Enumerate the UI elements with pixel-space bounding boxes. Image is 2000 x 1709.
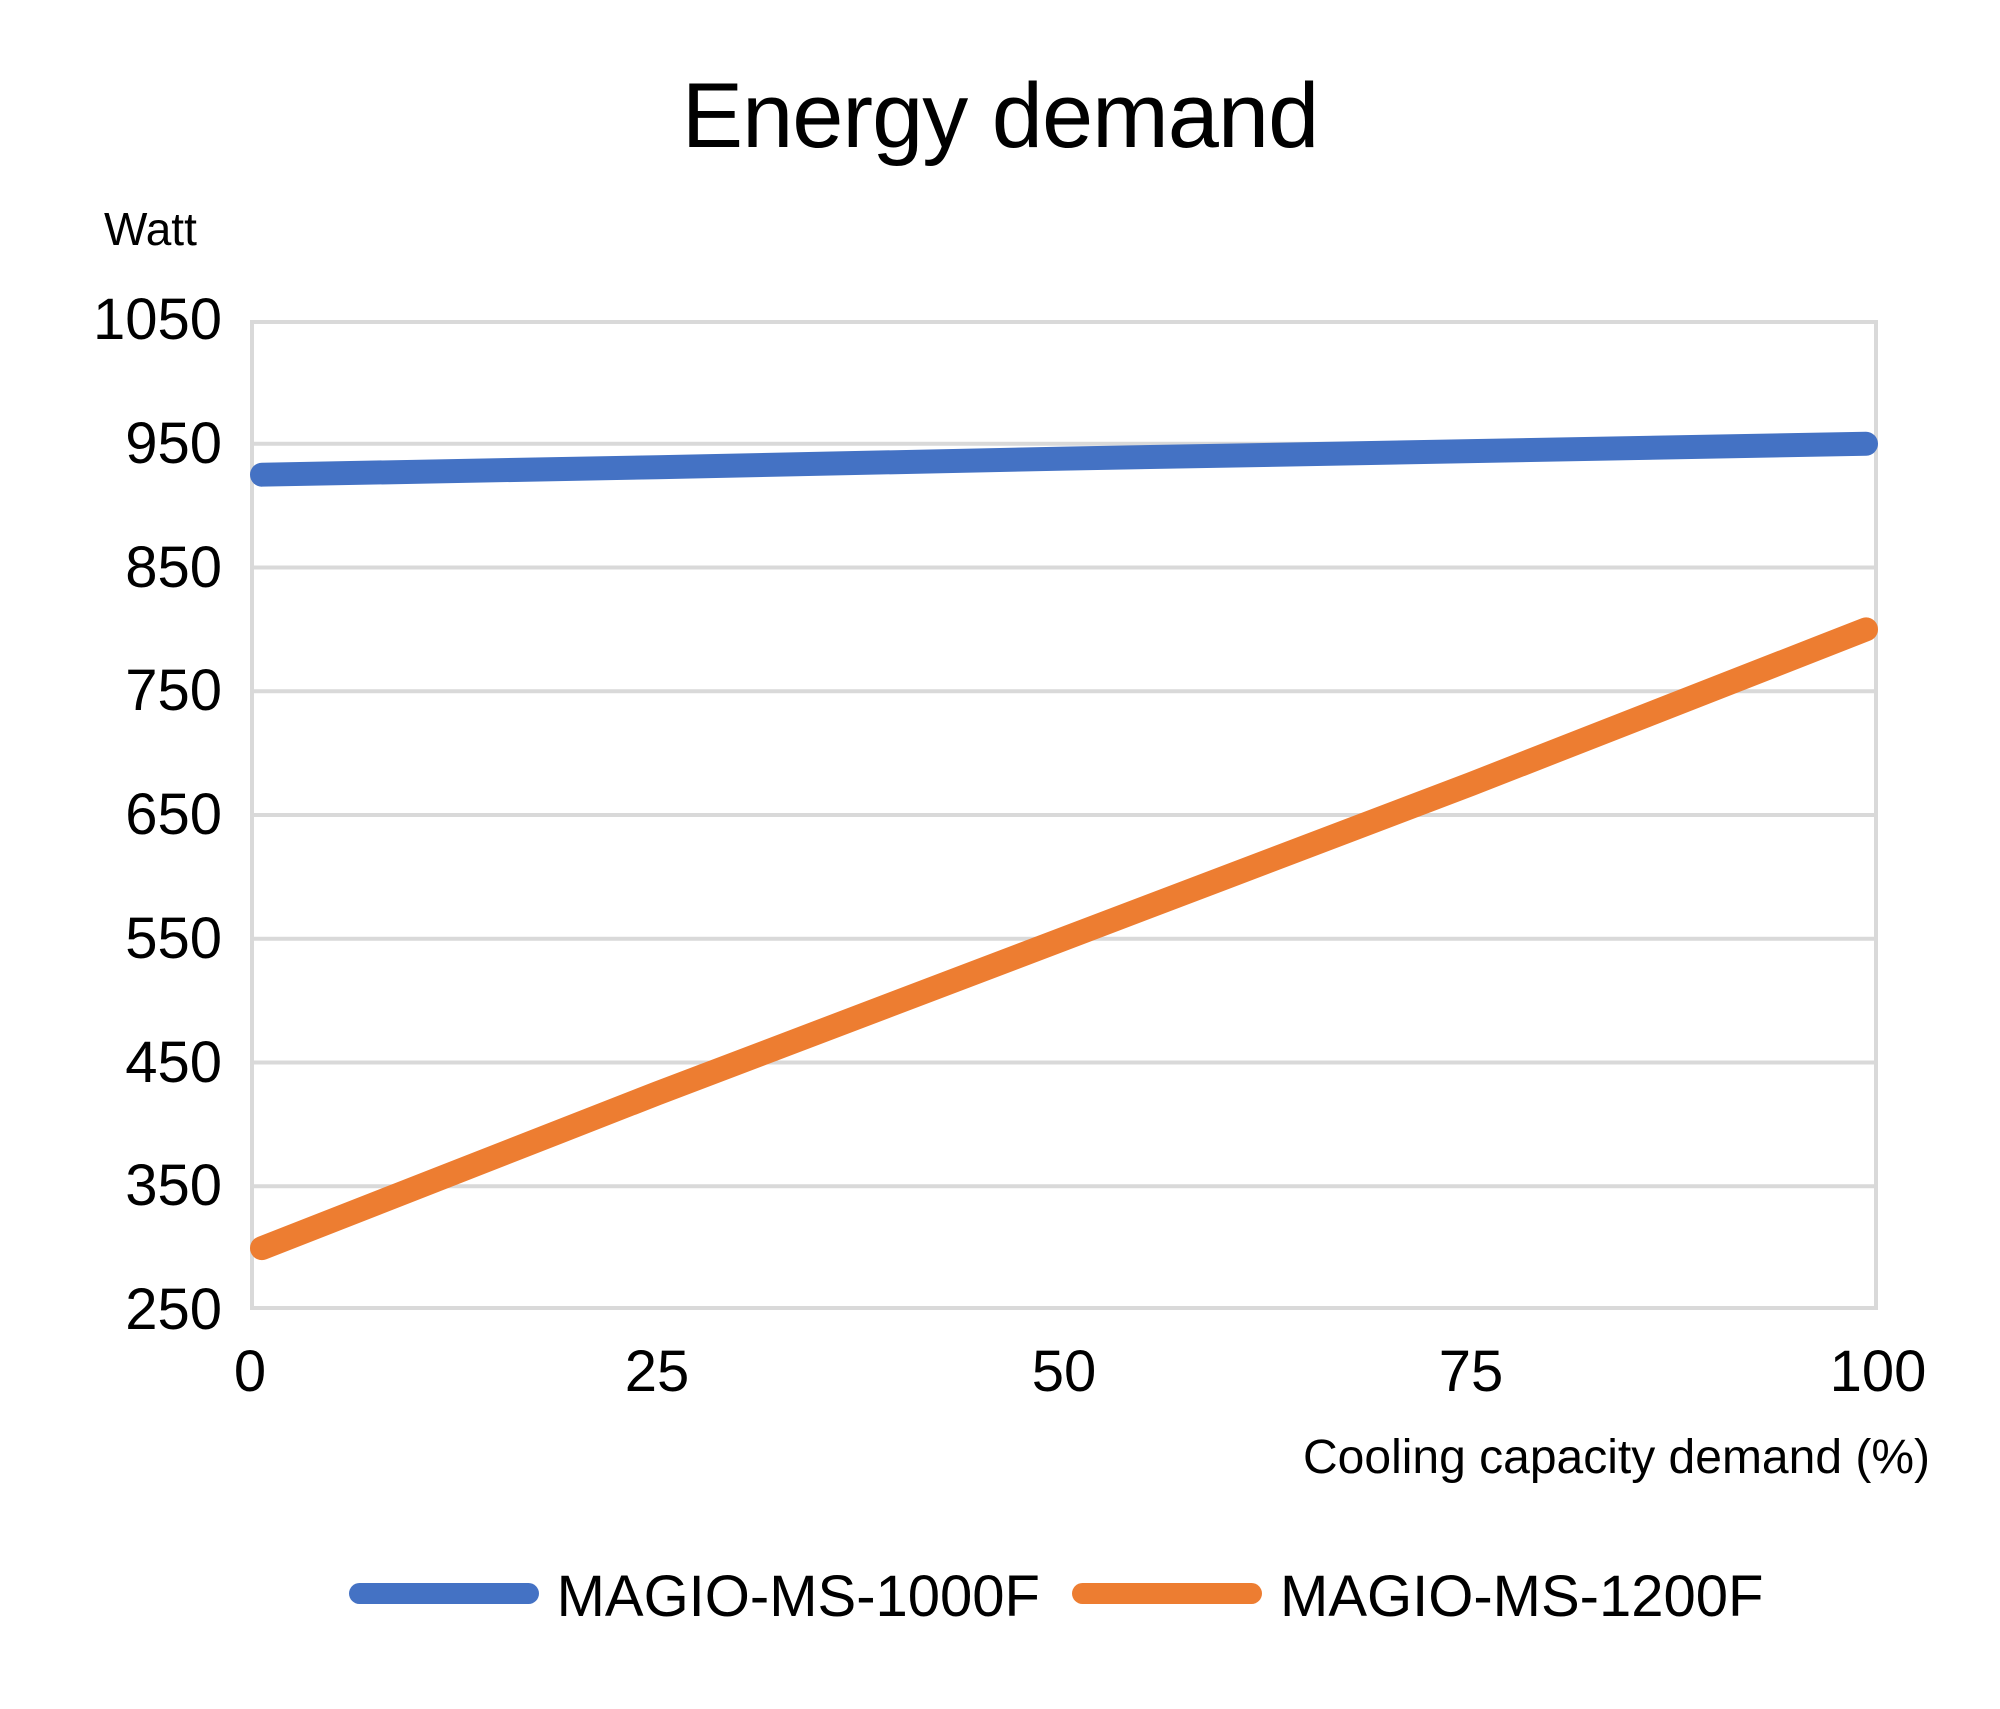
legend-label-series-1: MAGIO-MS-1000F: [556, 1563, 1040, 1629]
y-tick-label: 450: [125, 1029, 222, 1095]
chart-title: Energy demand: [681, 65, 1320, 167]
x-tick-label: 25: [624, 1339, 690, 1404]
y-tick-label: 950: [125, 410, 222, 476]
y-tick-label: 1050: [92, 287, 222, 352]
plot-area: [250, 320, 1878, 1310]
y-tick-label: 850: [125, 534, 222, 600]
legend-swatch-series-1: [348, 1582, 539, 1604]
series-line-MAGIO-MS-1200F: [250, 617, 1878, 1261]
x-axis-title: Cooling capacity demand (%): [1303, 1431, 1930, 1484]
x-tick-label: 50: [1031, 1339, 1097, 1404]
legend-item: MAGIO-MS-1200F: [1072, 1557, 1763, 1630]
y-tick-label: 750: [125, 658, 222, 724]
y-tick-label: 250: [125, 1277, 222, 1342]
series-line-MAGIO-MS-1000F: [250, 431, 1878, 487]
y-axis-unit-label: Watt: [104, 203, 197, 255]
x-tick-label: 100: [1829, 1339, 1927, 1404]
y-tick-label: 550: [125, 905, 222, 971]
plot-svg: [250, 320, 1878, 1310]
x-tick-label: 75: [1438, 1339, 1504, 1404]
legend: MAGIO-MS-1000F MAGIO-MS-1200F: [56, 1557, 2000, 1630]
y-tick-label: 650: [125, 782, 222, 847]
legend-label-series-2: MAGIO-MS-1200F: [1280, 1563, 1764, 1629]
plot-border: [250, 320, 1878, 1310]
y-tick-label: 350: [125, 1153, 222, 1219]
legend-item: MAGIO-MS-1000F: [348, 1557, 1040, 1630]
legend-swatch-series-2: [1072, 1582, 1262, 1604]
x-tick-label: 0: [233, 1339, 267, 1404]
